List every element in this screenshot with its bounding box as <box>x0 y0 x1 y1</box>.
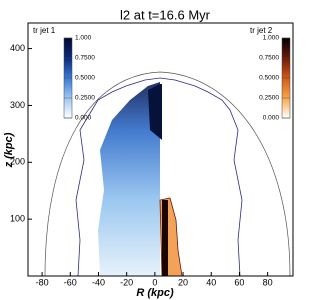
x-tick-label: 60 <box>234 277 244 287</box>
x-axis-label: R (kpc) <box>136 287 174 299</box>
x-tick-label: -80 <box>36 277 49 287</box>
x-tick-label: 20 <box>178 277 188 287</box>
plot-frame <box>27 22 294 277</box>
colorbar-tick-label: 0.000 <box>75 115 92 122</box>
colorbar-tick-label: 0.5000 <box>259 75 279 82</box>
cocoon-contour <box>75 77 243 277</box>
colorbar-tick-label: 0.5000 <box>75 75 95 82</box>
colorbar-tick-label: 1.000 <box>263 35 280 42</box>
x-tick-label: 80 <box>263 277 273 287</box>
colorbar-tick-label: 0.2500 <box>75 95 95 102</box>
x-tick-label: 40 <box>206 277 216 287</box>
y-tick-label: 300 <box>10 100 25 110</box>
y-tick-label: 400 <box>10 43 25 53</box>
colorbar-tick-label: 0.2500 <box>259 95 279 102</box>
x-tick-label: -20 <box>120 277 133 287</box>
colorbar-tick-label: 0.7500 <box>259 55 279 62</box>
colorbar-tick-label: 0.000 <box>263 115 280 122</box>
y-tick-label: 100 <box>10 214 25 224</box>
y-tick-label: 200 <box>10 157 25 167</box>
chart: l2 at t=16.6 Myr R (kpc) z (kpc) -80 -60 -… <box>3 7 294 299</box>
colorbar-title: tr jet 1 <box>33 26 56 35</box>
x-tick-label: -60 <box>64 277 77 287</box>
x-tick-label: -40 <box>92 277 105 287</box>
jet2-core <box>162 200 168 276</box>
x-tick-label: 0 <box>152 277 157 287</box>
jet1-cocoon <box>98 82 160 276</box>
jet1-head <box>148 84 162 140</box>
colorbar-tick-label: 0.7500 <box>75 55 95 62</box>
simulation-image <box>44 71 291 277</box>
chart-title: l2 at t=16.6 Myr <box>120 7 211 22</box>
colorbar-title: tr jet 2 <box>250 26 273 35</box>
colorbar-tick-label: 1.000 <box>75 35 92 42</box>
y-axis-label: z (kpc) <box>3 132 15 168</box>
